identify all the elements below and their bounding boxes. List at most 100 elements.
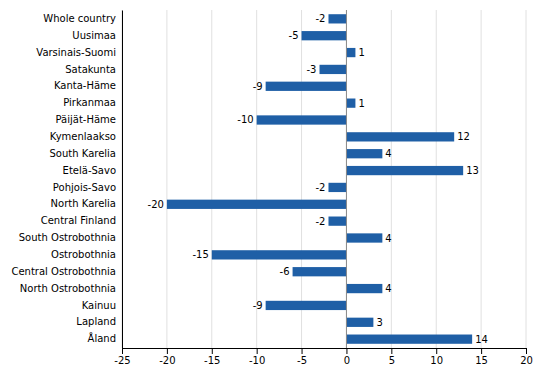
x-tick: -5 [297,348,307,366]
y-tick: Päijät-Häme [56,114,122,125]
x-tick-label: -25 [114,355,130,366]
y-tick: Etelä-Savo [63,165,122,176]
y-tick-label: Central Ostrobothnia [11,266,116,277]
data-label: -10 [237,114,253,125]
grid-line [346,10,347,348]
x-tick-mark [346,348,347,354]
plot: -25-20-15-10-505101520Whole countryUusim… [11,10,532,366]
y-axis: Whole country Uusimaa Varsinais-Suomi Satak… [11,11,122,349]
x-tick-mark [257,348,258,354]
y-tick: North Karelia [51,198,122,209]
bar [346,132,454,141]
grid-line [166,10,167,348]
y-tick: Ostrobothnia [51,249,122,260]
data-label: -6 [280,266,290,277]
data-label: -9 [253,81,263,92]
x-axis-line [123,349,527,355]
grid-line [122,10,123,348]
x-tick-mark [212,348,213,354]
y-axis-line [122,11,123,349]
bar [346,99,355,108]
data-label: 1 [358,47,364,58]
x-tick-label: 20 [520,355,533,366]
bar [257,115,347,124]
bar [346,233,382,242]
bar [328,217,346,226]
data-label: -2 [316,13,326,24]
y-tick: Kanta-Häme [54,80,122,91]
bar [328,14,346,23]
bar [266,301,347,310]
data-label: -2 [316,216,326,227]
bar [212,250,347,259]
y-tick: Whole country [43,13,122,24]
data-labels: -2-51-3-91-1012413-2-20-24-15-64-9314 [148,13,488,344]
x-tick-label: 5 [389,355,395,366]
chart: -25-20-15-10-505101520Whole countryUusim… [0,0,546,376]
data-label: 4 [385,233,391,244]
y-tick: Pohjois-Savo [53,182,122,193]
y-tick: Kainuu [82,300,122,311]
x-tick-label: -5 [297,355,307,366]
y-tick: North Ostrobothnia [20,283,122,294]
bar [346,284,382,293]
y-tick-label: North Karelia [51,198,116,209]
y-tick-label: South Ostrobothnia [19,232,116,243]
data-label: 4 [385,283,391,294]
y-tick: Pirkanmaa [63,97,122,108]
y-tick: Central Ostrobothnia [11,266,122,277]
x-tick: 5 [389,348,395,366]
x-tick-mark [481,348,482,354]
data-label: -9 [253,300,263,311]
bar [167,200,347,209]
y-tick: Kymenlaakso [50,131,122,142]
y-tick-label: Pohjois-Savo [53,182,116,193]
y-tick: Åland [88,332,122,344]
data-label: 14 [475,334,488,345]
data-label: -5 [289,30,299,41]
y-tick: Uusimaa [72,30,122,41]
bar [266,82,347,91]
y-tick-label: South Karelia [50,148,116,159]
data-label: -15 [192,249,208,260]
grid-line [481,10,482,348]
y-tick-label: Uusimaa [72,30,116,41]
y-tick-label: Åland [88,332,116,344]
bar [346,166,463,175]
x-tick: 0 [344,348,350,366]
y-tick-label: Varsinais-Suomi [36,47,116,58]
y-tick-label: Whole country [43,13,116,24]
y-tick-label: Päijät-Häme [56,114,116,125]
y-tick-label: Kymenlaakso [50,131,116,142]
x-tick-label: -15 [204,355,220,366]
bar [293,267,347,276]
y-tick-label: Satakunta [65,64,116,75]
y-tick: Satakunta [65,64,122,75]
bar [302,31,347,40]
data-label: -3 [307,64,317,75]
x-tick: 15 [475,348,488,366]
x-tick-label: -20 [159,355,175,366]
x-tick-mark [302,348,303,354]
bar [346,335,472,344]
bar [346,48,355,57]
x-tick-mark [122,348,123,354]
bar [346,149,382,158]
y-tick: South Karelia [50,148,122,159]
grid-line [391,10,392,348]
data-label: 4 [385,148,391,159]
y-tick: Varsinais-Suomi [36,47,122,58]
x-tick-label: 15 [475,355,488,366]
data-label: 3 [376,317,382,328]
bar [346,318,373,327]
grid-line [256,10,257,348]
data-label: 13 [466,165,479,176]
x-tick: -10 [249,348,265,366]
bar [320,65,347,74]
x-tick-mark [391,348,392,354]
y-tick-label: Ostrobothnia [51,249,116,260]
y-tick-label: Lapland [76,316,116,327]
y-tick-label: Kainuu [82,300,116,311]
x-tick: -25 [114,348,130,366]
y-tick: Lapland [76,316,122,327]
